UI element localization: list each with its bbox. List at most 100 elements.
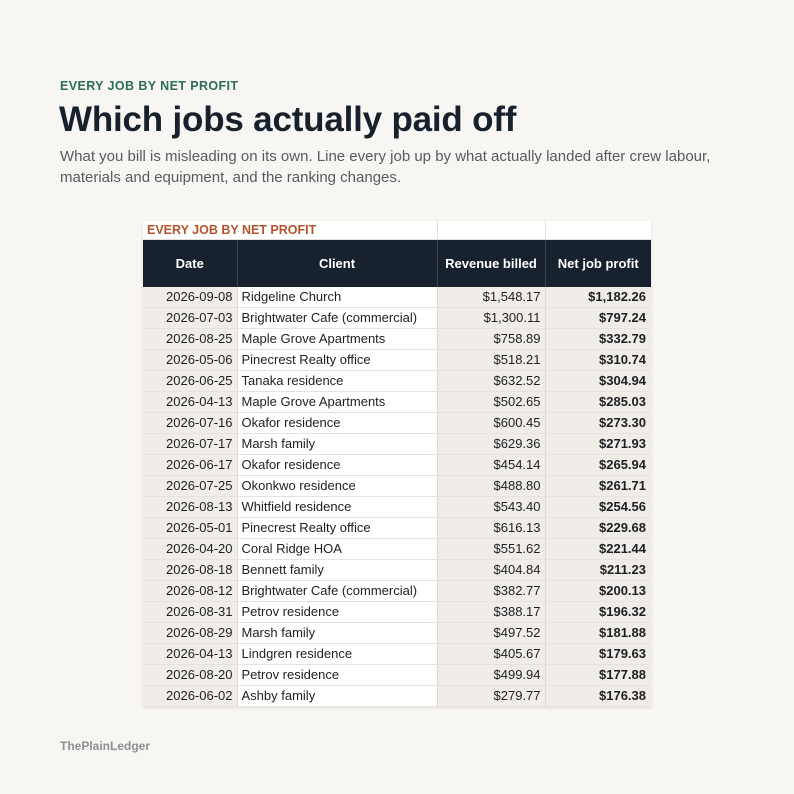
cell-client: Brightwater Cafe (commercial) — [237, 307, 438, 329]
spreadsheet: EVERY JOB BY NET PROFIT Date Client Reve… — [143, 221, 651, 707]
cell-date: 2026-06-25 — [143, 370, 238, 392]
cell-client: Brightwater Cafe (commercial) — [237, 580, 438, 602]
cell-client: Whitfield residence — [237, 496, 438, 518]
table-row: 2026-08-20 Petrov residence $499.94 $177.88 — [143, 664, 651, 686]
table-row: 2026-06-02 Ashby family $279.77 $176.38 — [143, 685, 651, 707]
cell-revenue: $632.52 — [437, 370, 546, 392]
table-row: 2026-05-01 Pinecrest Realty office $616.13… — [143, 517, 651, 539]
sheet-label-cell: EVERY JOB BY NET PROFIT — [143, 221, 438, 240]
cell-client: Bennett family — [237, 559, 438, 581]
cell-revenue: $543.40 — [437, 496, 546, 518]
page-title: Which jobs actually paid off — [59, 100, 517, 139]
column-header-revenue: Revenue billed — [437, 239, 546, 287]
cell-date: 2026-08-13 — [143, 496, 238, 518]
empty-cell — [545, 221, 651, 240]
cell-profit: $332.79 — [545, 328, 651, 350]
table-row: 2026-08-18 Bennett family $404.84 $211.23 — [143, 559, 651, 581]
table-row: 2026-04-20 Coral Ridge HOA $551.62 $221.44 — [143, 538, 651, 560]
cell-date: 2026-04-13 — [143, 391, 238, 413]
cell-profit: $1,182.26 — [545, 287, 651, 308]
sheet-label: EVERY JOB BY NET PROFIT — [147, 223, 317, 237]
cell-revenue: $551.62 — [437, 538, 546, 560]
table-row: 2026-08-29 Marsh family $497.52 $181.88 — [143, 622, 651, 644]
cell-profit: $265.94 — [545, 454, 651, 476]
cell-profit: $211.23 — [545, 559, 651, 581]
cell-date: 2026-08-29 — [143, 622, 238, 644]
table-row: 2026-08-13 Whitfield residence $543.40 $254… — [143, 496, 651, 518]
cell-date: 2026-07-16 — [143, 412, 238, 434]
cell-client: Okonkwo residence — [237, 475, 438, 497]
cell-profit: $285.03 — [545, 391, 651, 413]
cell-date: 2026-08-20 — [143, 664, 238, 686]
cell-client: Petrov residence — [237, 601, 438, 623]
column-header-profit: Net job profit — [545, 239, 651, 287]
cell-date: 2026-07-25 — [143, 475, 238, 497]
table-row: 2026-05-06 Pinecrest Realty office $518.21… — [143, 349, 651, 371]
cell-client: Marsh family — [237, 433, 438, 455]
cell-date: 2026-07-17 — [143, 433, 238, 455]
cell-profit: $176.38 — [545, 685, 651, 707]
cell-client: Lindgren residence — [237, 643, 438, 665]
table-row: 2026-07-25 Okonkwo residence $488.80 $261.7… — [143, 475, 651, 497]
cell-client: Ridgeline Church — [237, 287, 438, 308]
cell-profit: $177.88 — [545, 664, 651, 686]
cell-profit: $221.44 — [545, 538, 651, 560]
cell-client: Tanaka residence — [237, 370, 438, 392]
table-row: 2026-08-12 Brightwater Cafe (commercial) $… — [143, 580, 651, 602]
table-row: 2026-06-17 Okafor residence $454.14 $265.94 — [143, 454, 651, 476]
cell-profit: $181.88 — [545, 622, 651, 644]
cell-revenue: $502.65 — [437, 391, 546, 413]
cell-date: 2026-06-02 — [143, 685, 238, 707]
cell-profit: $797.24 — [545, 307, 651, 329]
table-row: 2026-07-03 Brightwater Cafe (commercial) $… — [143, 307, 651, 329]
cell-revenue: $600.45 — [437, 412, 546, 434]
cell-date: 2026-08-12 — [143, 580, 238, 602]
cell-date: 2026-09-08 — [143, 287, 238, 308]
cell-profit: $229.68 — [545, 517, 651, 539]
cell-revenue: $629.36 — [437, 433, 546, 455]
cell-revenue: $382.77 — [437, 580, 546, 602]
cell-revenue: $1,300.11 — [437, 307, 546, 329]
cell-client: Okafor residence — [237, 454, 438, 476]
cell-date: 2026-06-17 — [143, 454, 238, 476]
jobs-table: EVERY JOB BY NET PROFIT Date Client Reve… — [143, 221, 651, 707]
cell-revenue: $518.21 — [437, 349, 546, 371]
cell-profit: $200.13 — [545, 580, 651, 602]
empty-cell — [437, 221, 546, 240]
page-subtitle: What you bill is misleading on its own. … — [60, 148, 711, 186]
cell-client: Okafor residence — [237, 412, 438, 434]
cell-profit: $254.56 — [545, 496, 651, 518]
table-row: 2026-07-16 Okafor residence $600.45 $273.30 — [143, 412, 651, 434]
sheet-label-row: EVERY JOB BY NET PROFIT — [143, 221, 651, 240]
table-row: 2026-08-25 Maple Grove Apartments $758.89 $… — [143, 328, 651, 350]
cell-revenue: $499.94 — [437, 664, 546, 686]
cell-profit: $261.71 — [545, 475, 651, 497]
cell-revenue: $488.80 — [437, 475, 546, 497]
cell-client: Coral Ridge HOA — [237, 538, 438, 560]
cell-revenue: $405.67 — [437, 643, 546, 665]
cell-client: Marsh family — [237, 622, 438, 644]
table-row: 2026-04-13 Maple Grove Apartments $502.65 $… — [143, 391, 651, 413]
cell-revenue: $388.17 — [437, 601, 546, 623]
column-header-date: Date — [143, 239, 238, 287]
cell-revenue: $497.52 — [437, 622, 546, 644]
cell-client: Petrov residence — [237, 664, 438, 686]
cell-date: 2026-05-06 — [143, 349, 238, 371]
cell-client: Pinecrest Realty office — [237, 517, 438, 539]
table-row: 2026-07-17 Marsh family $629.36 $271.93 — [143, 433, 651, 455]
column-header-client: Client — [237, 239, 438, 287]
cell-client: Maple Grove Apartments — [237, 328, 438, 350]
eyebrow: EVERY JOB BY NET PROFIT — [60, 79, 239, 93]
cell-client: Ashby family — [237, 685, 438, 707]
cell-date: 2026-04-20 — [143, 538, 238, 560]
table-row: 2026-09-08 Ridgeline Church $1,548.17 $1,18… — [143, 287, 651, 308]
cell-date: 2026-07-03 — [143, 307, 238, 329]
cell-revenue: $404.84 — [437, 559, 546, 581]
cell-revenue: $454.14 — [437, 454, 546, 476]
cell-client: Maple Grove Apartments — [237, 391, 438, 413]
table-row: 2026-08-31 Petrov residence $388.17 $196.32 — [143, 601, 651, 623]
cell-date: 2026-05-01 — [143, 517, 238, 539]
table-row: 2026-04-13 Lindgren residence $405.67 $179.… — [143, 643, 651, 665]
header-row: Date Client Revenue billed Net job profi… — [143, 239, 651, 287]
cell-profit: $273.30 — [545, 412, 651, 434]
